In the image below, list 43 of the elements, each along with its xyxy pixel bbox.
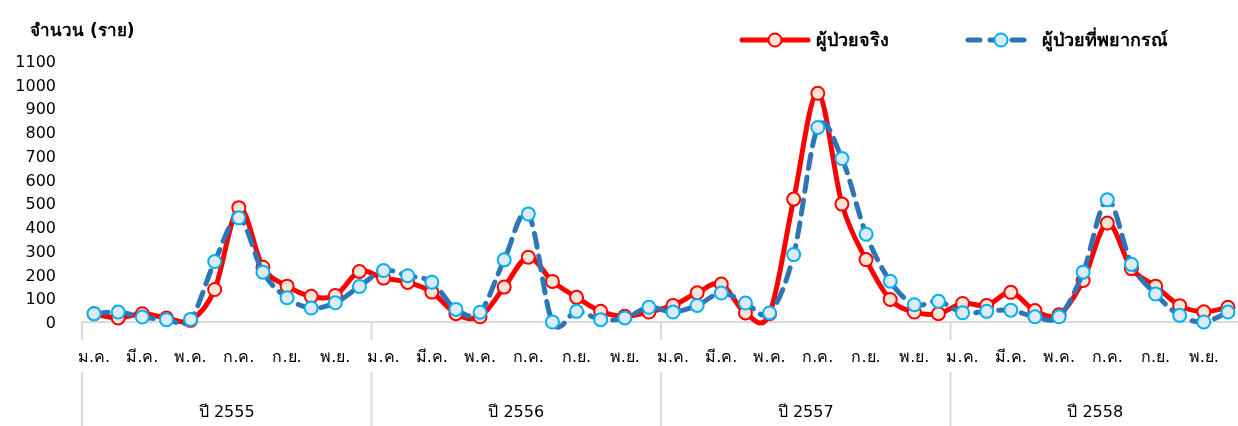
text: ปี 2555 [198, 402, 255, 421]
y-tick-label: 1100 [15, 52, 56, 71]
x-tick-label: ก.ย. [1140, 347, 1171, 366]
x-tick-label: ก.ย. [561, 347, 592, 366]
y-tick-label: 500 [25, 194, 56, 214]
x-tick-label: มี.ค. [994, 347, 1027, 366]
x-tick-label: พ.ค. [753, 347, 786, 366]
x-tick-label: ก.ย. [272, 347, 302, 366]
x-tick-label: ก.ค. [512, 347, 544, 366]
x-tick-label: ม.ค. [656, 347, 690, 366]
x-tick-label: ก.ค. [1091, 347, 1123, 366]
x-tick-label: มี.ค. [415, 347, 448, 366]
legend-label: ผู้ป่วยที่พยากรณ์ [1042, 27, 1168, 52]
y-tick-label: 200 [25, 265, 56, 285]
x-tick-label: พ.ค. [463, 347, 497, 366]
x-tick-label: พ.ย. [609, 347, 640, 366]
text: ปี 2556 [488, 402, 545, 421]
x-tick-label: ก.ค. [223, 347, 255, 366]
y-tick-label: 900 [25, 99, 56, 119]
x-tick-label: พ.ย. [1188, 347, 1219, 366]
x-tick-label: มี.ค. [705, 347, 738, 366]
x-tick-label: พ.ย. [899, 347, 930, 366]
x-tick-label: พ.ค. [1042, 347, 1076, 366]
y-tick-label: 800 [25, 123, 56, 143]
text: ปี 2558 [1067, 402, 1124, 421]
text: ปี 2557 [777, 402, 834, 421]
x-tick-label: มี.ค. [126, 347, 159, 366]
x-tick-label: ม.ค. [946, 347, 979, 366]
x-tick-label: พ.ค. [174, 347, 207, 366]
y-tick-label: 700 [25, 146, 56, 166]
x-tick-label: ม.ค. [367, 347, 400, 366]
y-tick-label: 100 [25, 289, 56, 309]
y-tick-label: 400 [25, 218, 56, 238]
y-tick-label: 1000 [15, 75, 56, 95]
legend-label: ผู้ป่วยจริง [816, 29, 889, 52]
y-tick-label: 0 [45, 313, 56, 332]
x-tick-label: ก.ย. [851, 347, 881, 366]
y-tick-label: 300 [25, 241, 56, 261]
x-tick-label: ก.ค. [802, 347, 834, 366]
x-tick-label: พ.ย. [320, 347, 351, 366]
y-axis-title: จำนวน (ราย) [30, 20, 135, 40]
y-tick-label: 600 [25, 170, 56, 190]
x-tick-label: ม.ค. [77, 347, 111, 366]
